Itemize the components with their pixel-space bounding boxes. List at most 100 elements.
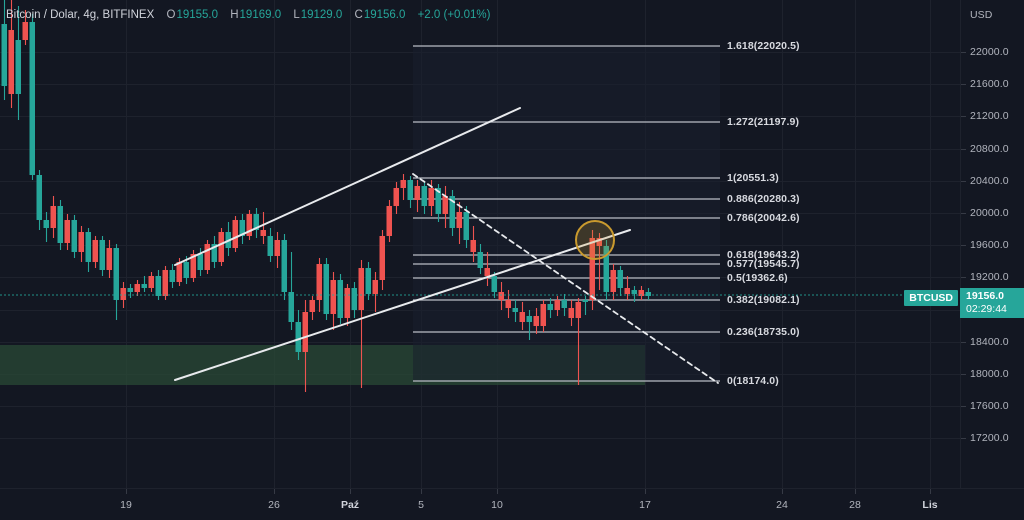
gridline-vertical <box>855 0 856 488</box>
candle-body <box>134 284 140 292</box>
candle-body <box>106 248 112 270</box>
candle-body <box>148 276 154 288</box>
high-label: H <box>230 9 239 21</box>
candle-body <box>498 292 504 300</box>
candle-body <box>92 240 98 262</box>
open-label: O <box>166 9 176 21</box>
change-value: +2.0 (+0.01%) <box>417 9 491 21</box>
symbol-title[interactable]: Bitcoin / Dolar, 4g, BITFINEX <box>6 9 155 21</box>
descending-trendline[interactable] <box>412 173 719 384</box>
candle-body <box>533 316 539 326</box>
time-tick-label: Lis <box>922 499 938 511</box>
time-scale[interactable]: 19 26 Paź 5 10 17 24 28 Lis <box>0 488 1024 520</box>
high-value: 19169.0 <box>239 9 282 21</box>
time-tick-mark <box>421 489 422 494</box>
candle-body <box>491 276 497 292</box>
upper-ascending-trendline[interactable] <box>174 107 521 266</box>
price-tick-mark <box>961 438 966 439</box>
candle-body <box>561 300 567 308</box>
candle-body <box>456 212 462 228</box>
candle-body <box>15 40 21 94</box>
fib-level-label: 0.577(19545.7) <box>727 258 800 270</box>
candle-body <box>435 188 441 214</box>
candle-body <box>218 232 224 262</box>
last-price-badge: 19156.0 02:29:44 <box>960 288 1024 318</box>
time-tick-label: 26 <box>268 499 280 511</box>
price-tick-label: 19600.0 <box>970 239 1009 251</box>
candle-body <box>169 270 175 282</box>
candle-body <box>421 186 427 206</box>
time-tick-label: Paź <box>340 499 360 511</box>
candle-body <box>547 304 553 310</box>
candle-body <box>113 248 119 300</box>
price-tick-label: 17200.0 <box>970 432 1009 444</box>
low-value: 19129.0 <box>300 9 343 21</box>
candle-body <box>22 22 28 40</box>
candle-body <box>1 24 7 86</box>
candle-body <box>274 240 280 256</box>
time-tick-label: 24 <box>776 499 788 511</box>
candle-body <box>85 232 91 262</box>
chart-plot-area[interactable] <box>0 0 960 488</box>
candle-body <box>575 302 581 318</box>
time-tick-mark <box>497 489 498 494</box>
lower-ascending-trendline[interactable] <box>174 229 631 381</box>
close-label: C <box>354 9 363 21</box>
candle-body <box>610 270 616 292</box>
fib-level-label: 0.5(19362.6) <box>727 272 788 284</box>
candle-body <box>197 254 203 270</box>
candle-body <box>512 308 518 312</box>
candle-body <box>428 188 434 206</box>
candle-body <box>372 280 378 294</box>
candle-body <box>36 175 42 220</box>
candle-body <box>29 22 35 175</box>
candle-body <box>211 244 217 262</box>
fib-level-label: 0(18174.0) <box>727 375 779 387</box>
candle-body <box>43 220 49 228</box>
candle-body <box>526 316 532 322</box>
candle-body <box>554 300 560 310</box>
candle-body <box>631 290 637 294</box>
fib-level-label: 0.618(19643.2) <box>727 249 800 261</box>
price-scale[interactable]: USD 22000.0 21600.0 21200.0 20800.0 20400.0 2… <box>960 0 1024 488</box>
candle-body <box>596 238 602 246</box>
candle-body <box>295 322 301 352</box>
price-tick-mark <box>961 149 966 150</box>
candle-body <box>204 244 210 270</box>
candle-body <box>337 280 343 318</box>
candle-body <box>484 268 490 276</box>
candle-body <box>71 220 77 252</box>
candle-body <box>589 238 595 300</box>
candle-body <box>470 240 476 252</box>
time-tick-mark <box>782 489 783 494</box>
candle-body <box>477 252 483 268</box>
candle-body <box>281 240 287 292</box>
time-tick-label: 17 <box>639 499 651 511</box>
highlight-circle[interactable] <box>575 220 615 260</box>
candle-body <box>582 300 588 302</box>
candle-body <box>57 206 63 243</box>
time-tick-label: 28 <box>849 499 861 511</box>
time-tick-label: 19 <box>120 499 132 511</box>
candle-body <box>64 220 70 243</box>
candle-body <box>78 232 84 252</box>
candle-body <box>141 284 147 288</box>
candle-body <box>239 220 245 236</box>
candle-body <box>624 288 630 294</box>
candle-body <box>253 214 259 230</box>
price-tick-label: 20400.0 <box>970 175 1009 187</box>
candle-body <box>155 276 161 296</box>
candle-body <box>323 264 329 314</box>
price-tick-label: 20000.0 <box>970 207 1009 219</box>
candle-body <box>246 214 252 236</box>
fib-level-label: 0.382(19082.1) <box>727 294 800 306</box>
fib-level-label: 1.272(21197.9) <box>727 116 800 128</box>
gridline-vertical <box>782 0 783 488</box>
candle-body <box>267 236 273 256</box>
price-tick-mark <box>961 342 966 343</box>
chart-legend: Bitcoin / Dolar, 4g, BITFINEX O19155.0 H… <box>6 9 490 22</box>
gridline-horizontal <box>0 406 960 407</box>
price-tick-mark <box>961 116 966 117</box>
symbol-badge: BTCUSD <box>904 290 958 306</box>
